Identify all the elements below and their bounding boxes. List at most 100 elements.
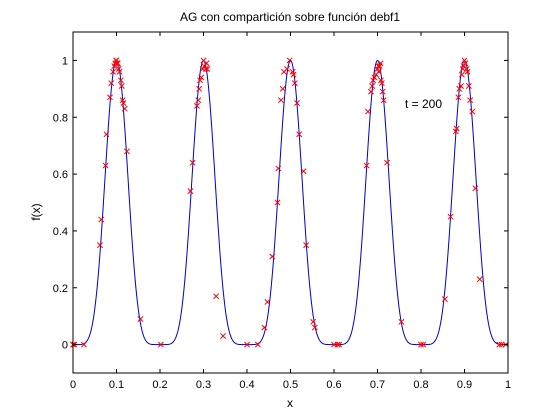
x-tick-label: 0.5 [283,379,298,391]
annotation-generation: t = 200 [405,97,442,111]
y-tick-label: 0 [62,340,68,352]
population-point [117,77,124,84]
x-tick-label: 0.7 [370,379,385,391]
curve-layer [73,59,508,346]
population-point [198,74,205,81]
population-point [398,318,405,325]
y-tick-label: 0.2 [53,283,68,295]
population-point [157,341,164,348]
y-tick-label: 1 [62,55,68,67]
population-point [371,74,378,81]
population-point [456,85,463,92]
x-tick-label: 0.8 [413,379,428,391]
population-point [472,185,479,192]
population-point [369,83,376,89]
population-point [368,88,374,95]
plot-area [73,32,508,373]
population-point [465,83,472,89]
population-point [203,60,210,67]
population-point [187,188,194,195]
population-point [108,80,115,87]
population-point [310,318,317,325]
population-point [364,108,371,115]
x-tick-label: 1 [505,379,511,391]
population-point [294,100,300,106]
population-point [244,341,250,348]
population-point [336,341,343,348]
population-point [476,276,483,283]
population-point [377,60,384,67]
x-axis: 0 0.1 0.2 0.3 0.4 0.5 0.6 0.7 0.8 0.9 1 [70,32,511,391]
population-point [80,341,87,348]
population-point [441,296,448,303]
population-point [277,97,284,104]
population-point [363,162,370,169]
population-point [453,125,460,132]
x-tick-label: 0.9 [457,379,472,391]
population-point [269,253,276,260]
population-point [300,168,307,175]
population-point [213,293,220,300]
population-point [254,341,261,348]
population-point [291,80,298,87]
y-tick-label: 0.4 [53,226,68,238]
population-point [462,60,469,67]
chart-title: AG con compartición sobre función debf1 [180,10,400,24]
population-point [447,213,454,220]
population-point [204,65,211,72]
population-point [279,85,286,92]
population-point [290,71,297,78]
population-point [467,97,474,104]
population-point [296,131,303,138]
population-point [496,341,503,348]
population-point [274,199,281,206]
population-point [458,83,464,89]
population-point [110,68,116,75]
population-point [379,88,386,95]
x-tick-label: 0.2 [152,379,167,391]
population-point [102,162,109,169]
population-point [107,94,113,101]
x-tick-label: 0.1 [109,379,124,391]
x-tick-label: 0.3 [196,379,211,391]
x-axis-label: x [287,396,293,410]
population-point [464,68,471,75]
population-point [303,242,310,249]
population-point [98,216,105,223]
x-tick-label: 0 [70,379,76,391]
population-point [195,97,202,104]
population-point [455,94,462,101]
population-point [189,159,196,166]
population-point [311,324,318,331]
population-point [220,333,227,340]
population-point [275,165,282,172]
population-point [202,65,209,72]
population-point [380,97,387,104]
population-point [384,159,391,166]
population-point [469,108,476,115]
population-point [113,60,120,67]
population-point [261,324,268,331]
population-point [118,83,125,89]
population-point [116,68,123,75]
y-axis: 0 0.2 0.4 0.6 0.8 1 [53,55,508,352]
y-tick-label: 0.8 [53,112,68,124]
population-point [334,341,341,348]
population-point [458,71,465,78]
population-point [194,102,200,109]
population-point [375,68,382,75]
population-point [420,341,427,348]
population-point [114,60,121,67]
population-point [264,299,271,305]
population-point [121,105,128,112]
population-point [286,57,293,64]
population-point [137,316,144,322]
population-point [103,131,110,138]
population-point [498,341,505,348]
population-point [418,341,424,348]
population-point [284,65,290,72]
population-point [378,80,385,87]
population-point [120,100,127,106]
y-tick-label: 0.6 [53,169,68,181]
